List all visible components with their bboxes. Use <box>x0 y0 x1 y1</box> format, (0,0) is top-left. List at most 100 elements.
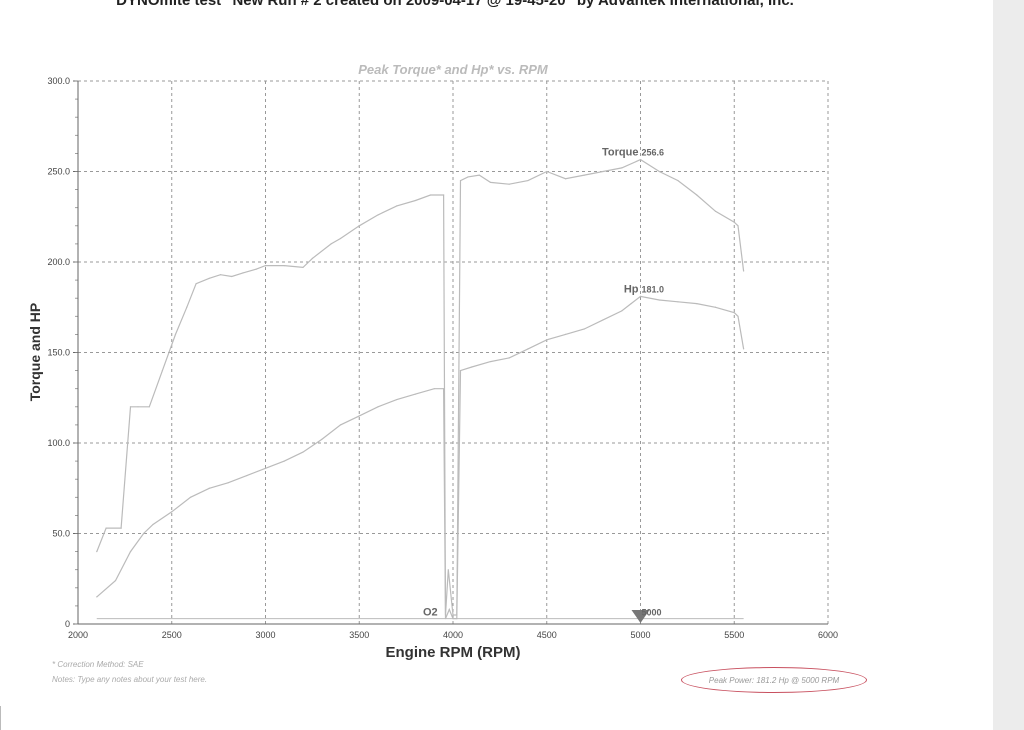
x-tick-label: 2500 <box>162 630 182 640</box>
series-name-label: Torque <box>602 147 638 159</box>
data-point-torque <box>621 167 623 169</box>
data-point-hp <box>602 319 604 321</box>
x-tick-label: 3000 <box>255 630 275 640</box>
data-point-hp <box>264 467 267 469</box>
data-point-hp <box>508 357 510 359</box>
data-point-torque <box>489 181 492 183</box>
data-point-torque <box>546 170 548 173</box>
data-point-hp <box>302 451 304 453</box>
data-point-hp <box>358 415 360 417</box>
data-point-torque <box>219 274 222 276</box>
data-point-hp <box>444 617 447 620</box>
data-point-torque <box>120 527 122 529</box>
label-layer: Peak Torque* and Hp* vs. RPM Engine RPM … <box>27 62 664 661</box>
data-point-torque <box>377 214 379 216</box>
data-point-hp <box>143 532 145 535</box>
data-point-torque <box>330 243 332 245</box>
data-point-torque <box>508 183 510 185</box>
data-point-hp <box>677 301 679 303</box>
data-point-hp <box>339 424 342 426</box>
data-point-torque <box>583 174 585 176</box>
data-point-torque <box>447 569 449 571</box>
data-point-torque <box>696 194 698 196</box>
x-tick-label: 2000 <box>68 630 88 640</box>
data-point-hp <box>737 315 739 317</box>
data-point-hp <box>546 339 548 341</box>
data-point-torque <box>714 210 717 212</box>
annotation-label: O2 <box>423 607 438 619</box>
data-point-hp <box>489 360 492 363</box>
data-point-hp <box>377 406 379 408</box>
data-point-hp <box>433 388 435 390</box>
data-point-torque <box>443 194 445 196</box>
data-point-hp <box>459 370 462 372</box>
data-point-torque <box>527 179 529 182</box>
data-point-hp <box>171 511 173 513</box>
data-point-torque <box>283 265 285 267</box>
data-point-hp <box>189 496 192 498</box>
notes-text: Notes: Type any notes about your test he… <box>52 675 208 684</box>
data-point-hp <box>283 460 285 462</box>
x-tick-label: 4000 <box>443 630 463 640</box>
y-tick-label: 0 <box>65 619 70 629</box>
data-point-hp <box>743 348 745 350</box>
data-point-torque <box>414 199 417 202</box>
data-point-torque <box>658 170 660 173</box>
data-point-hp <box>152 523 154 526</box>
data-point-hp <box>414 393 417 395</box>
data-point-hp <box>129 551 132 553</box>
rpm-marker-triangle <box>631 610 650 623</box>
data-point-torque <box>339 237 342 240</box>
data-point-torque <box>478 174 480 176</box>
data-point-torque <box>311 257 313 259</box>
annotation-label: 5000 <box>642 608 662 618</box>
data-point-hp <box>696 303 698 305</box>
data-point-torque <box>396 205 398 207</box>
data-point-torque <box>677 179 679 182</box>
peak-value-label: 181.0 <box>642 284 665 294</box>
data-point-hp <box>583 328 585 330</box>
y-tick-label: 250.0 <box>47 167 70 177</box>
data-point-torque <box>255 268 257 270</box>
data-point-torque <box>564 178 567 180</box>
data-point-hp <box>246 474 248 477</box>
data-point-hp <box>96 596 98 598</box>
x-axis-label: Engine RPM (RPM) <box>386 644 521 661</box>
x-tick-label: 6000 <box>818 630 838 640</box>
y-tick-label: 50.0 <box>52 529 70 539</box>
x-tick-label: 5500 <box>724 630 744 640</box>
scan-mark <box>0 706 15 730</box>
data-point-torque <box>743 270 745 272</box>
data-point-hp <box>564 333 567 335</box>
data-point-torque <box>639 158 642 161</box>
data-point-hp <box>452 617 454 620</box>
data-point-torque <box>195 283 197 285</box>
data-point-hp <box>448 608 450 611</box>
data-point-torque <box>602 170 604 173</box>
data-point-hp <box>471 366 473 368</box>
data-point-hp <box>527 348 529 350</box>
data-point-torque <box>186 306 188 308</box>
data-point-torque <box>302 266 304 269</box>
data-point-hp <box>639 295 642 297</box>
data-point-hp <box>396 398 398 401</box>
data-point-torque <box>429 194 432 196</box>
grid-layer <box>77 80 829 625</box>
y-tick-label: 300.0 <box>47 76 70 86</box>
data-point-hp <box>714 306 717 308</box>
data-point-torque <box>452 614 454 616</box>
x-tick-label: 5000 <box>630 630 650 640</box>
y-tick-label: 100.0 <box>47 438 70 448</box>
page-title: DYNOmite test "New Run # 2 created on 20… <box>116 0 794 9</box>
data-point-torque <box>208 277 210 279</box>
data-point-hp <box>114 579 117 582</box>
data-point-hp <box>443 388 445 390</box>
y-axis-label: Torque and HP <box>27 303 43 402</box>
axis-layer: 2000 2500 3000 3500 4000 4500 5000 5500 6000 0 50.… <box>47 76 838 640</box>
peak-power-text: Peak Power: 181.2 Hp @ 5000 RPM <box>708 675 840 685</box>
data-point-hp <box>321 438 323 440</box>
data-point-hp <box>630 303 632 305</box>
x-tick-label: 4500 <box>537 630 557 640</box>
